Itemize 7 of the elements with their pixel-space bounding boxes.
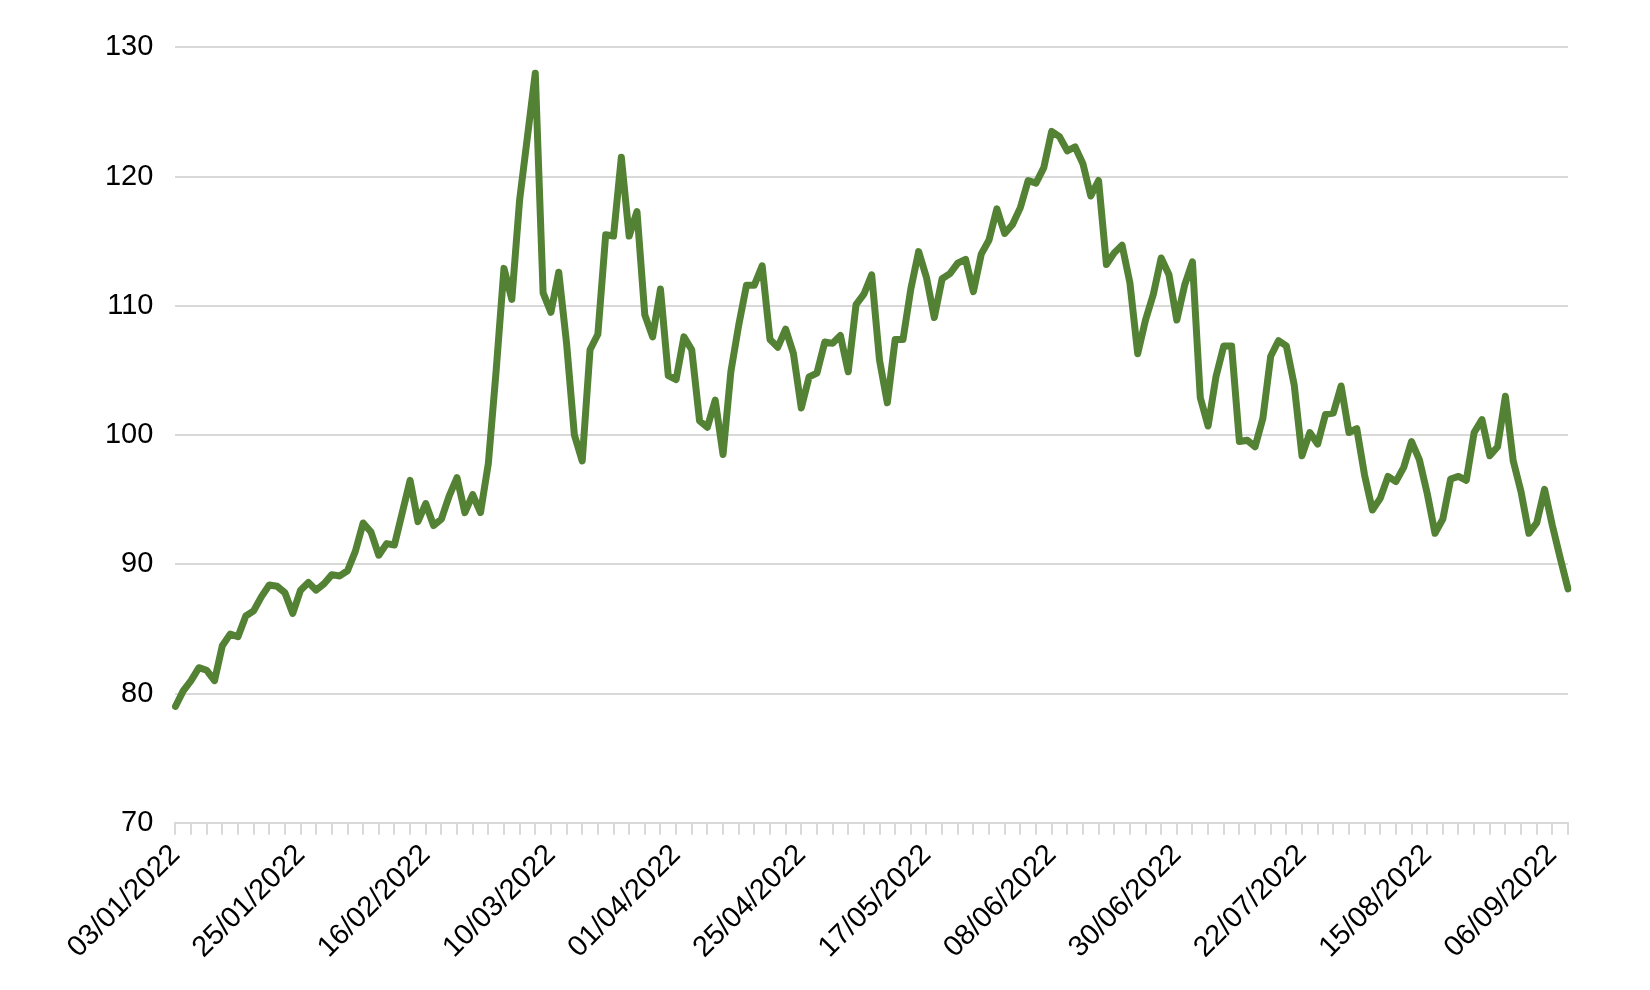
y-tick-label: 90	[121, 546, 154, 579]
y-tick-label: 80	[121, 675, 154, 708]
y-tick-label: 70	[121, 804, 154, 837]
y-tick-label: 110	[107, 287, 154, 320]
y-tick-label: 130	[104, 29, 154, 62]
y-tick-label: 100	[104, 417, 154, 450]
y-tick-label: 120	[104, 158, 154, 191]
